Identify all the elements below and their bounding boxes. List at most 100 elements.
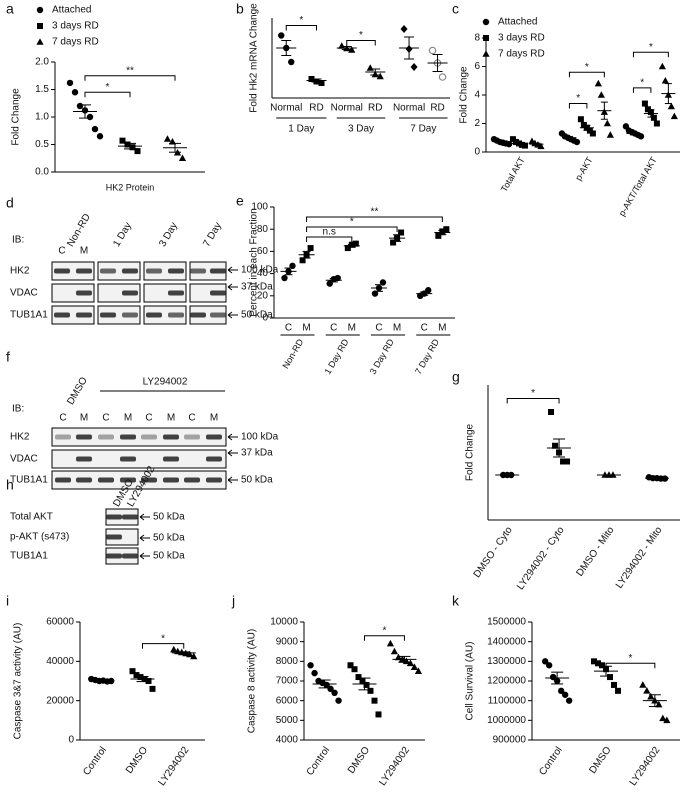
dot [589, 130, 596, 137]
blot-band [120, 477, 136, 483]
cluster-label: Non-RD [280, 337, 305, 371]
panel-letter: d [6, 195, 14, 211]
sublane-label: C [102, 413, 109, 424]
size-arrow [227, 449, 238, 457]
dot [643, 687, 651, 694]
panel-letter: j [231, 593, 235, 609]
size-label: 37 kDa [241, 448, 273, 459]
dot [327, 685, 334, 693]
x-tick-label: Normal [331, 103, 363, 114]
legend-marker [483, 35, 489, 41]
legend-label: Attached [52, 5, 91, 16]
x-tick-label: DMSO [587, 745, 613, 776]
lane-label: 7 Day [201, 221, 224, 249]
x-tick-label: C [421, 323, 428, 334]
dot [124, 141, 131, 148]
significance-label: ** [371, 207, 379, 218]
y-tick-label: 1.5 [35, 84, 49, 95]
dot [379, 279, 387, 286]
legend-marker [36, 6, 44, 14]
cluster-label: 7 Day [410, 124, 436, 135]
dot [398, 229, 405, 236]
x-tick-label: DMSO [346, 745, 372, 776]
dot [595, 660, 601, 667]
significance-label: * [359, 30, 363, 41]
dot [615, 687, 621, 694]
legend-label: 7 days RD [52, 37, 99, 48]
y-tick-label: 1000000 [487, 715, 526, 726]
dot [521, 142, 528, 149]
lane-label: 3 Day [157, 221, 180, 249]
blot-box [51, 470, 227, 490]
panel-letter: i [6, 593, 9, 609]
dot [647, 692, 655, 700]
legend-marker [37, 23, 43, 29]
size-label: 100 kDa [241, 432, 279, 443]
dot [561, 691, 569, 698]
blot-band [210, 290, 226, 296]
blot-band [184, 477, 200, 483]
blot-band [190, 312, 206, 318]
size-label: 50 kDa [153, 551, 185, 562]
cluster-label: 1 Day RD [322, 337, 350, 376]
dot [178, 154, 187, 162]
y-tick-label: 8 [474, 33, 480, 44]
y-axis-title: Fold Change [11, 88, 22, 146]
x-tick-label: C [285, 323, 292, 334]
size-label: 50 kDa [241, 310, 273, 321]
significance-bracket [506, 398, 560, 404]
panel-letter: c [452, 1, 459, 17]
dot [334, 274, 341, 282]
dot [375, 711, 382, 718]
significance-label: * [649, 42, 653, 53]
sublane-label: C [59, 413, 66, 424]
blot-band [122, 312, 138, 318]
size-label: 37 kDa [241, 282, 273, 293]
significance-bracket [84, 75, 176, 81]
x-tick-label: LY294002 [377, 745, 412, 788]
ib-label: IB: [12, 235, 24, 246]
y-tick-label: 1400000 [487, 636, 526, 647]
x-tick-label: M [438, 323, 446, 334]
x-tick-label: RD [430, 103, 444, 114]
dot [129, 144, 136, 151]
row-label: TUB1A1 [10, 310, 48, 321]
dot [163, 135, 172, 142]
dot [344, 245, 351, 252]
row-label: VDAC [10, 454, 38, 465]
blot-band [76, 477, 92, 483]
dot [565, 697, 573, 704]
size-arrow [139, 534, 150, 542]
dot [410, 663, 419, 671]
significance-bracket [632, 87, 652, 93]
significance-bracket [306, 236, 353, 242]
significance-bracket [84, 91, 131, 98]
y-axis-title: Fold Change [459, 66, 470, 124]
panel-letter: a [6, 1, 14, 17]
panel-letter: k [452, 593, 460, 609]
blot-band [168, 290, 184, 296]
sublane-label: M [167, 413, 175, 424]
significance-label: * [585, 62, 589, 73]
dot [443, 226, 450, 233]
significance-bracket [306, 226, 398, 232]
dot [307, 245, 314, 252]
dot [541, 658, 549, 665]
dot [376, 72, 384, 80]
dot [371, 697, 378, 704]
dot [363, 681, 370, 688]
ib-label: IB: [12, 404, 24, 415]
size-arrow [139, 513, 150, 521]
sublane-label: M [80, 246, 88, 257]
blot-band [206, 434, 222, 440]
legend-marker [482, 50, 490, 57]
dot [289, 262, 296, 270]
y-axis-title: Cell Survival (AU) [465, 642, 476, 721]
row-label: p-AKT (s473) [10, 532, 69, 543]
dot [71, 89, 79, 96]
dot [400, 25, 408, 33]
blot-box [97, 305, 141, 325]
x-tick-label: LY294002 - Cyto [515, 525, 567, 593]
blot-band [120, 456, 136, 462]
significance-bracket [568, 71, 605, 78]
